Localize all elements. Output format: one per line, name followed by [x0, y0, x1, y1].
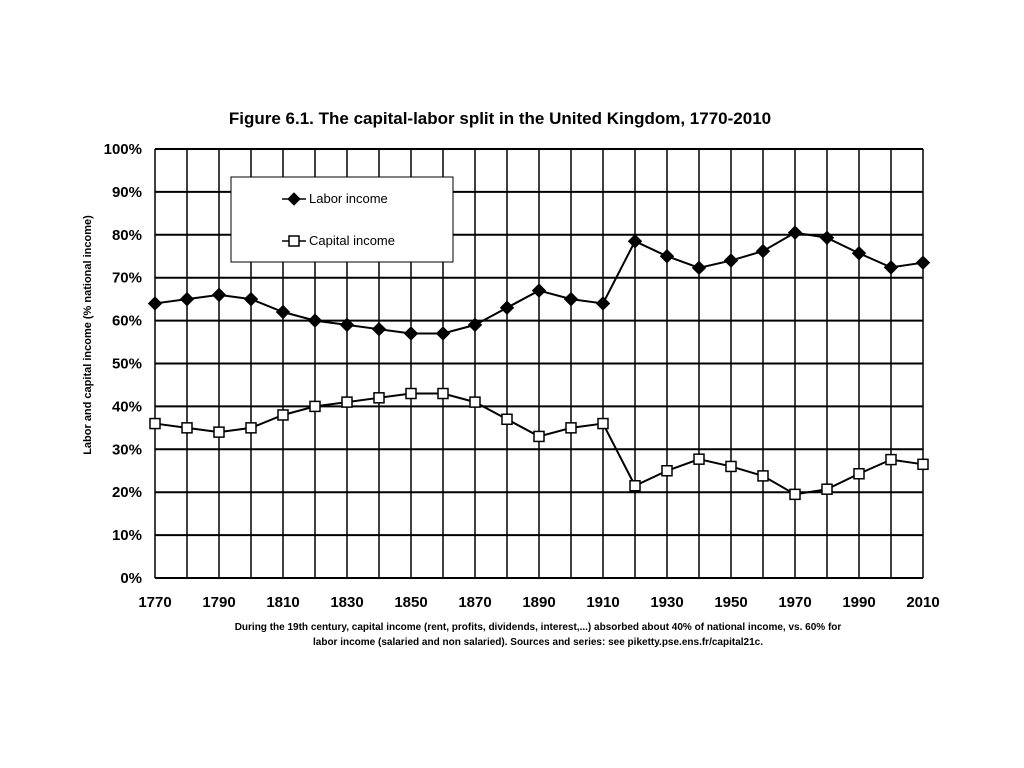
data-point-labor [147, 296, 163, 311]
data-point-labor [659, 249, 675, 264]
data-point-capital [597, 417, 609, 430]
data-point-capital [309, 400, 321, 413]
data-point-labor [435, 326, 451, 341]
legend-box [230, 176, 454, 263]
legend-label-labor: Labor income [309, 191, 388, 206]
data-point-labor [691, 260, 707, 276]
data-point-capital [853, 468, 865, 480]
y-tick-label: 100% [104, 141, 142, 158]
data-point-labor [339, 317, 355, 333]
data-point-labor [851, 246, 867, 261]
x-tick-label: 1890 [522, 594, 555, 611]
data-point-labor [915, 255, 931, 270]
data-point-capital [437, 387, 449, 400]
data-point-capital [277, 409, 289, 421]
x-tick-label: 1850 [394, 594, 427, 611]
series-markers [147, 225, 931, 501]
y-tick-label: 70% [112, 270, 142, 287]
x-tick-label: 1990 [842, 594, 875, 611]
data-point-capital [149, 417, 161, 430]
data-point-capital [757, 470, 769, 482]
x-tick-label: 1950 [714, 594, 747, 611]
y-tick-label: 80% [112, 227, 142, 244]
data-point-labor [499, 300, 515, 315]
data-point-capital [213, 426, 225, 438]
data-point-capital [181, 422, 193, 434]
y-tick-label: 0% [120, 570, 142, 587]
y-axis-label: Labor and capital income (% national inc… [82, 215, 94, 455]
data-point-capital [533, 430, 545, 443]
data-point-labor [211, 287, 227, 303]
y-tick-label: 10% [112, 527, 142, 544]
data-point-labor [371, 321, 387, 337]
data-point-labor [819, 230, 835, 246]
data-point-capital [917, 458, 929, 471]
y-tick-label: 30% [112, 441, 142, 458]
legend-marker-labor [287, 192, 301, 206]
data-point-capital [821, 483, 833, 495]
x-tick-label: 1770 [138, 594, 171, 611]
data-point-capital [341, 396, 353, 408]
data-point-capital [885, 453, 897, 466]
x-tick-label: 2010 [906, 594, 939, 611]
data-point-labor [243, 291, 259, 307]
legend-marker-capital [288, 235, 300, 247]
data-point-capital [725, 460, 737, 473]
data-point-capital [661, 465, 673, 477]
y-tick-label: 20% [112, 484, 142, 501]
data-point-capital [565, 422, 577, 434]
x-tick-label: 1810 [266, 594, 299, 611]
data-point-capital [469, 396, 481, 408]
data-point-capital [693, 453, 705, 465]
data-point-capital [373, 392, 385, 404]
y-tick-label: 50% [112, 356, 142, 373]
data-point-capital [405, 387, 417, 400]
x-tick-label: 1970 [778, 594, 811, 611]
data-point-labor [179, 291, 195, 307]
data-point-labor [787, 225, 803, 240]
data-point-capital [629, 480, 641, 492]
y-tick-label: 60% [112, 313, 142, 330]
chart-title: Figure 6.1. The capital-labor split in t… [229, 109, 771, 128]
y-tick-label: 90% [112, 184, 142, 201]
data-point-labor [275, 304, 291, 320]
legend-label-capital: Capital income [309, 233, 395, 248]
y-tick-label: 40% [112, 398, 142, 415]
x-axis-ticks: 1770 1790 1810 1830 1850 1870 1890 1910 1930 1950… [138, 594, 939, 611]
data-point-labor [755, 243, 771, 259]
x-tick-label: 1870 [458, 594, 491, 611]
data-point-labor [563, 291, 579, 307]
x-tick-label: 1930 [650, 594, 683, 611]
x-tick-label: 1830 [330, 594, 363, 611]
legend: Labor income Capital income [230, 176, 454, 263]
data-point-labor [403, 326, 419, 341]
y-axis-ticks: 0% 10% 20% 30% 40% 50% 60% 70% 80% 90% 100% [104, 141, 142, 587]
data-point-labor [307, 313, 323, 328]
x-tick-label: 1910 [586, 594, 619, 611]
data-point-capital [245, 422, 257, 434]
data-point-labor [627, 234, 643, 249]
data-point-labor [883, 260, 899, 275]
caption-line-2: labor income (salaried and non salaried)… [313, 637, 763, 648]
data-point-labor [531, 283, 547, 298]
data-point-capital [789, 488, 801, 501]
data-point-labor [595, 296, 611, 311]
data-point-labor [723, 253, 739, 268]
caption-line-1: During the 19th century, capital income … [235, 622, 842, 633]
x-tick-label: 1790 [202, 594, 235, 611]
data-point-labor [467, 317, 483, 333]
data-point-capital [501, 413, 513, 426]
